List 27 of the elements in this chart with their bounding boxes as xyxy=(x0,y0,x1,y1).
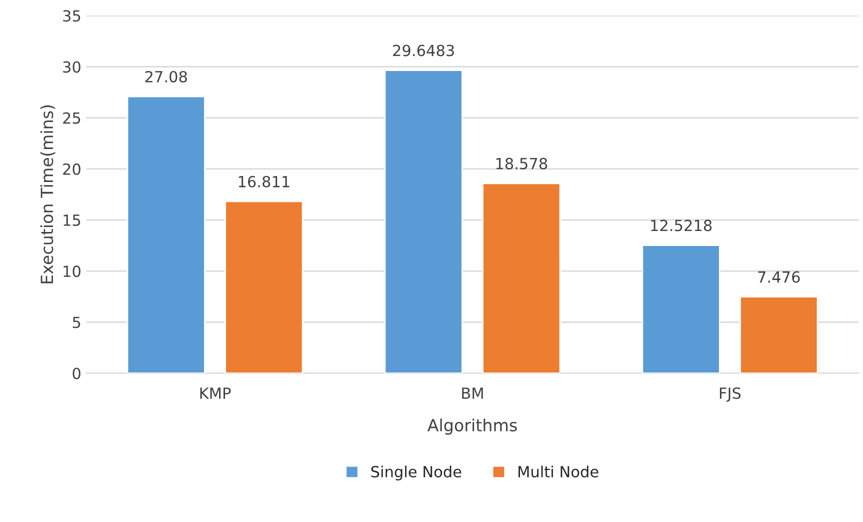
y-axis-title: Execution Time(mins) xyxy=(40,105,56,284)
bar xyxy=(740,296,818,374)
y-tick-label: 35 xyxy=(63,10,80,22)
data-label: 29.6483 xyxy=(393,44,454,56)
data-label: 7.476 xyxy=(758,271,800,283)
data-label: 27.08 xyxy=(145,70,187,82)
legend-label: Multi Node xyxy=(518,466,598,478)
data-label: 12.5218 xyxy=(651,220,712,232)
x-tick-label: FJS xyxy=(720,387,741,402)
x-tick-label: BM xyxy=(462,388,483,399)
y-tick-label: 25 xyxy=(63,112,80,124)
y-tick-label: 0 xyxy=(72,368,80,380)
x-axis-title: Algorithms xyxy=(427,418,517,435)
y-tick-label: 20 xyxy=(63,163,80,175)
data-label: 16.811 xyxy=(238,176,290,188)
bar xyxy=(642,244,720,374)
y-tick-label: 15 xyxy=(64,214,80,226)
legend-label: Single Node xyxy=(371,466,462,480)
bar xyxy=(224,200,304,374)
y-tick-label: 10 xyxy=(64,266,80,278)
bar xyxy=(126,96,206,374)
bar xyxy=(482,182,561,374)
x-tick-label: KMP xyxy=(200,388,231,399)
y-tick-label: 30 xyxy=(63,61,80,73)
data-label: 18.578 xyxy=(496,158,548,170)
bar xyxy=(384,70,463,374)
y-tick-label: 5 xyxy=(72,316,80,328)
